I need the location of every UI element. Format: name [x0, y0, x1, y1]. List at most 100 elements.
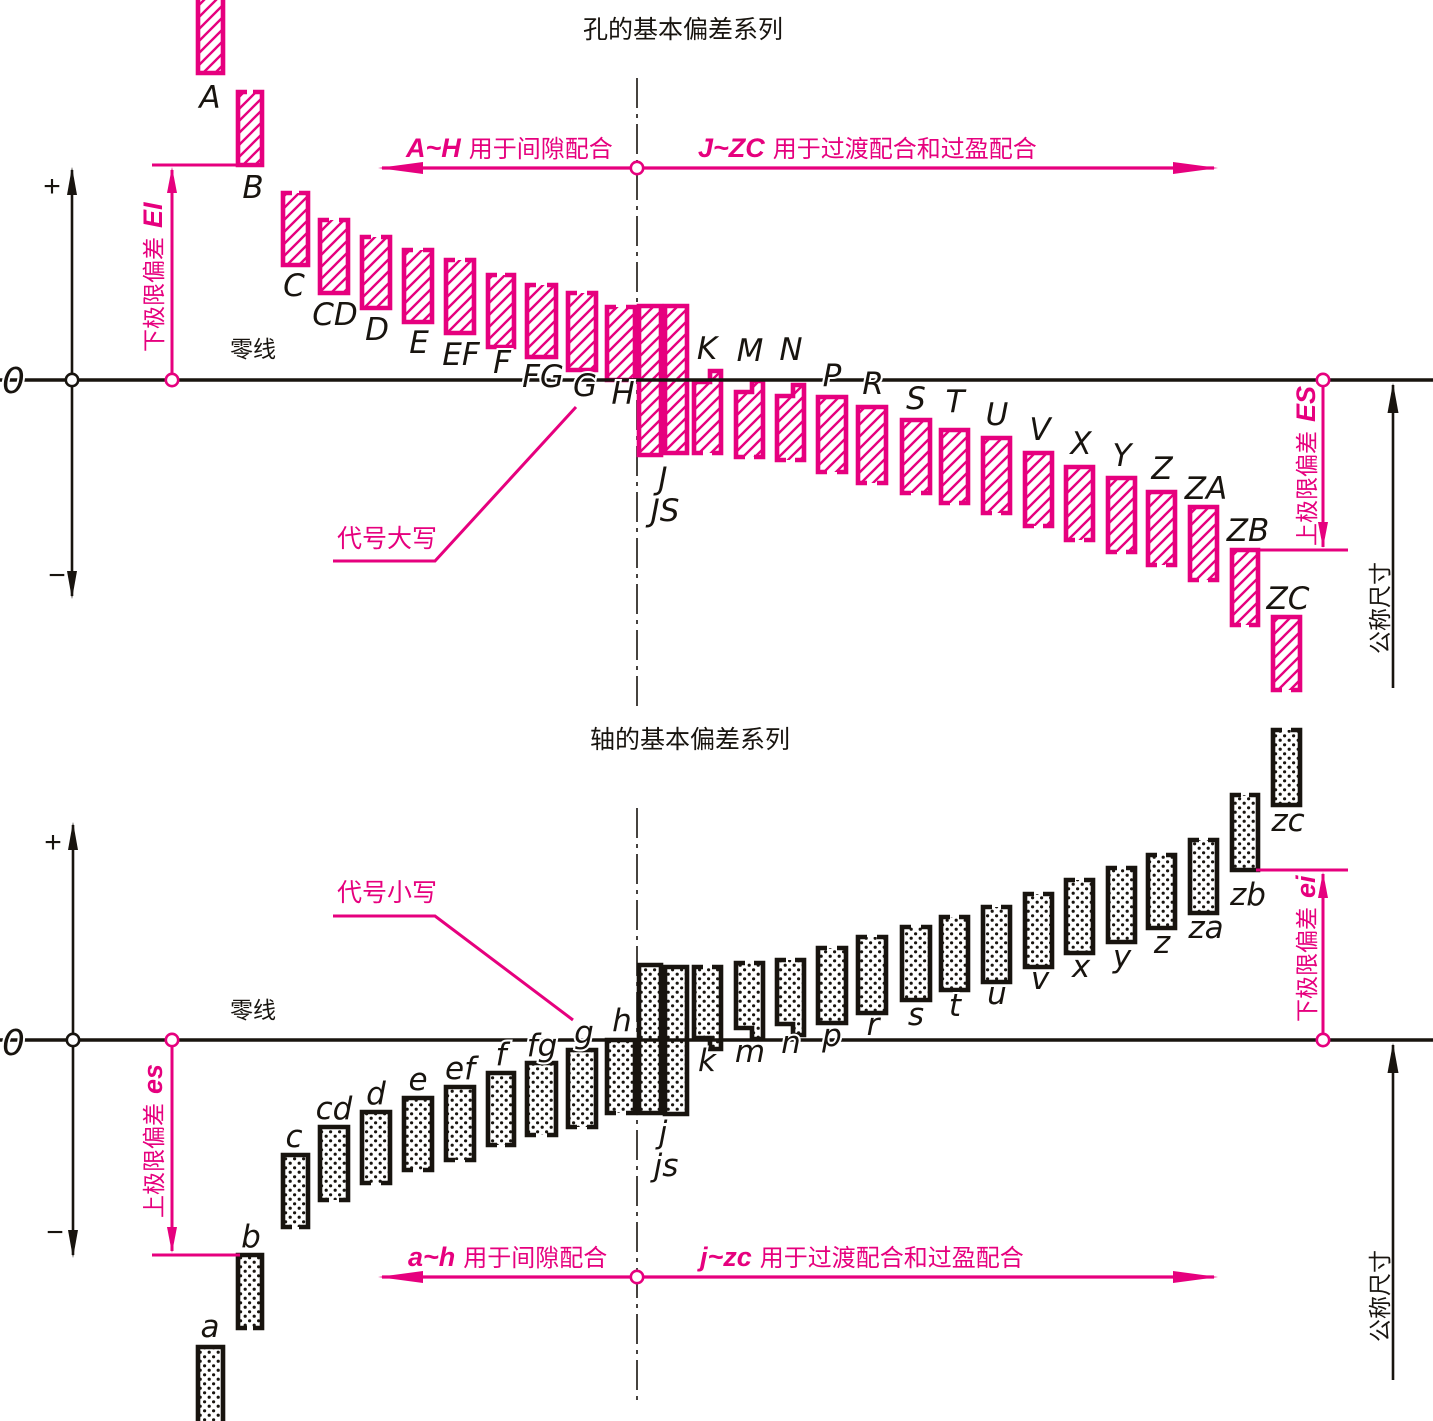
transition-interference-fit-note: J~ZC 用于过渡配合和过盈配合 [698, 133, 1037, 163]
bar-label-n: n [781, 1025, 801, 1061]
tolerance-zone-bar-a [195, 1344, 226, 1421]
bar-label-j: j [655, 1115, 668, 1151]
bar-fill-P [818, 397, 846, 472]
tolerance-zone-bar-EF [443, 257, 477, 336]
tolerance-zone-bar-D [359, 234, 393, 311]
bar-outline-p [815, 945, 849, 1026]
fit-note-range: a~h [408, 1242, 455, 1272]
deviation-dim-ES: 上极限偏差 ES [1256, 372, 1348, 552]
tolerance-zone-bar-F [485, 272, 517, 350]
bar-fill-k [694, 967, 721, 1049]
bar-outline-C [280, 190, 311, 268]
tolerance-zone-bar-r [855, 934, 889, 1016]
tolerance-zone-bar-n [774, 957, 807, 1038]
tolerance-zone-bar-H [604, 304, 638, 383]
bar-fill-b [238, 1255, 262, 1328]
bar-outline-n [774, 957, 807, 1038]
tolerance-zone-bar-k [691, 964, 724, 1052]
tolerance-zone-bar-cd [317, 1124, 351, 1203]
bar-outline-F [485, 272, 517, 350]
bar-fill-V [1025, 453, 1052, 526]
bar-outline-EF [443, 257, 477, 336]
bar-outline-e [401, 1095, 435, 1173]
bar-label-FG: FG [522, 359, 564, 395]
bar-label-E: E [409, 325, 429, 361]
bar-outline-r [855, 934, 889, 1016]
bar-label-M: M [737, 333, 764, 369]
chart-title-holes: 孔的基本偏差系列 [583, 16, 783, 44]
bar-label-JS: JS [645, 493, 680, 529]
tolerance-zone-bar-N [774, 382, 807, 463]
bar-outline-S [899, 417, 933, 496]
bar-fill-U [983, 438, 1010, 513]
bar-outline-N [774, 382, 807, 463]
bar-label-C: C [283, 268, 305, 304]
bar-fill-ZC [1273, 617, 1300, 690]
axis-arrow-down-icon [67, 571, 77, 599]
bar-outline-JS [662, 303, 690, 456]
bar-label-g: g [574, 1015, 594, 1051]
deviation-dim-label: 下极限偏差 ei [1291, 875, 1321, 1022]
tolerance-zone-bar-ZA [1187, 504, 1220, 583]
bar-fill-N [777, 385, 804, 460]
bar-outline-R [855, 404, 889, 486]
bar-fill-e [404, 1098, 432, 1170]
deviation-dim-label: 下极限偏差 EI [138, 202, 168, 352]
bar-outline-zb [1229, 792, 1261, 873]
tolerance-zone-bar-X [1063, 464, 1096, 543]
fit-range-node [629, 160, 645, 176]
bar-label-X: X [1068, 426, 1092, 462]
tolerance-zone-bar-x [1063, 877, 1096, 956]
bar-label-G: G [573, 368, 597, 404]
bar-fill-fg [527, 1063, 556, 1135]
dim-label-symbol: ES [1291, 386, 1321, 422]
tolerance-zone-bar-M [733, 378, 766, 460]
bar-label-z: z [1153, 925, 1171, 961]
nominal-size-label: 公称尺寸 [1367, 1250, 1393, 1342]
bar-label-ef: ef [445, 1051, 479, 1087]
bar-fill-ef [446, 1087, 474, 1160]
bar-fill-y [1108, 868, 1135, 942]
bar-fill-cd [320, 1127, 348, 1200]
bar-fill-R [858, 407, 886, 483]
bar-outline-D [359, 234, 393, 311]
bar-fill-p [818, 948, 846, 1023]
bar-label-T: T [946, 384, 967, 420]
bar-outline-s [899, 924, 933, 1003]
bar-fill-G [568, 293, 596, 370]
bar-outline-zc [1270, 727, 1303, 808]
chart-title-shafts: 轴的基本偏差系列 [590, 726, 790, 754]
bar-fill-E [404, 250, 432, 322]
deviation-dim-es: 上极限偏差 es [138, 1032, 240, 1257]
dim-arrow-up-icon [1318, 872, 1328, 898]
bar-fill-M [736, 381, 763, 457]
tolerance-zone-bar-z [1145, 852, 1178, 931]
fit-note-text: 用于过渡配合和过盈配合 [760, 1245, 1024, 1272]
bar-label-js: js [650, 1148, 679, 1184]
tolerance-zone-bar-Y [1105, 475, 1138, 555]
bar-outline-E [401, 247, 435, 325]
bar-fill-ZA [1190, 507, 1217, 580]
fit-note-range: A~H [405, 133, 461, 163]
bar-outline-U [980, 435, 1013, 516]
bar-label-R: R [862, 366, 884, 402]
bar-outline-K [691, 368, 724, 456]
bar-outline-ef [443, 1084, 477, 1163]
bar-label-zb: zb [1229, 877, 1266, 913]
bar-outline-za [1187, 837, 1220, 916]
bar-outline-f [485, 1070, 517, 1148]
minus-sign: − [48, 559, 66, 592]
bar-fill-T [941, 430, 968, 503]
bar-label-a: a [201, 1309, 220, 1345]
bar-label-K: K [697, 331, 720, 367]
fit-note-text: 用于过渡配合和过盈配合 [773, 136, 1037, 163]
dim-label-symbol: es [138, 1064, 168, 1094]
leader-line [333, 914, 574, 1022]
dim-label-cn: 上极限偏差 [141, 1103, 167, 1218]
bar-fill-h [607, 1040, 635, 1113]
tolerance-zone-bar-Z [1145, 489, 1178, 568]
bar-label-Z: Z [1150, 451, 1173, 487]
zero-value-label: 0 [2, 361, 25, 402]
deviation-dim-ei: 下极限偏差 ei [1256, 868, 1348, 1048]
